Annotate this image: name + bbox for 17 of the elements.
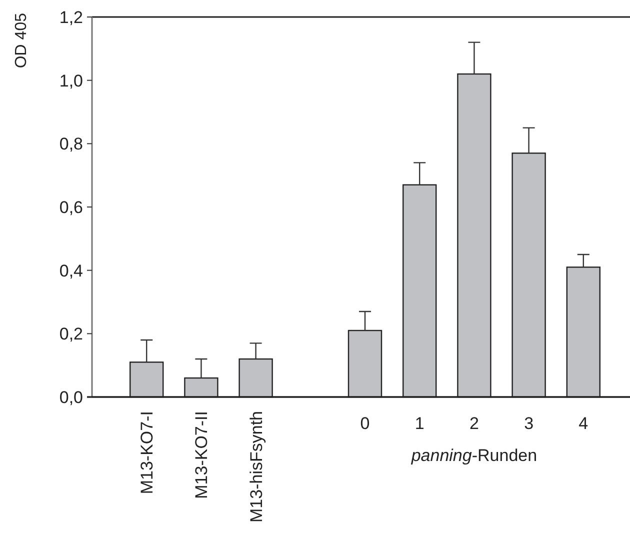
x-tick-label: M13-hisFsynth bbox=[246, 411, 266, 522]
y-tick-label: 0,2 bbox=[59, 324, 83, 344]
y-tick-label: 0,4 bbox=[59, 261, 83, 280]
x-tick-label: M13-KO7-II bbox=[192, 411, 212, 499]
x-tick-label: 3 bbox=[524, 414, 534, 433]
x-tick-label: 1 bbox=[414, 414, 424, 433]
y-tick-label: 0,8 bbox=[59, 134, 83, 154]
x-tick-label: 0 bbox=[360, 414, 370, 433]
y-tick-label: 1,2 bbox=[59, 8, 83, 27]
y-tick-label: 0,0 bbox=[59, 388, 83, 407]
x-tick-label: 2 bbox=[469, 414, 479, 433]
y-tick-label: 1,0 bbox=[59, 71, 83, 90]
y-tick-label: 0,6 bbox=[59, 198, 83, 217]
y-axis-title: OD 405 bbox=[13, 12, 30, 68]
x-axis-title: panning-Runden bbox=[410, 446, 538, 465]
x-tick-label: M13-KO7-I bbox=[138, 411, 157, 494]
x-tick-label: 4 bbox=[578, 414, 588, 433]
